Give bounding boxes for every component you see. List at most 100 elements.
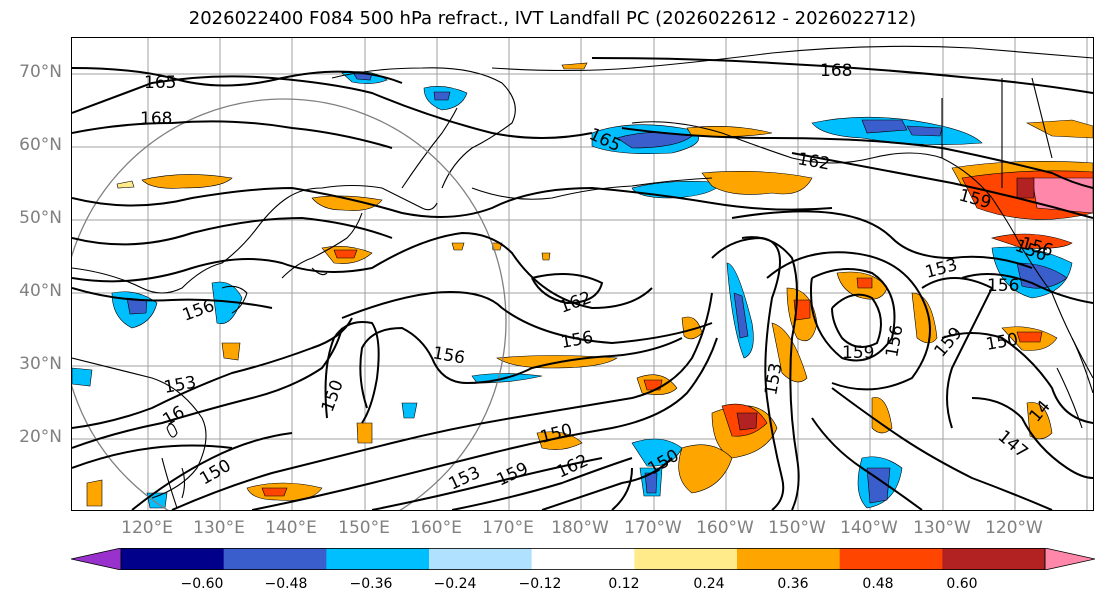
colorbar-segment: [223, 548, 327, 570]
contour-line: [941, 332, 1093, 424]
shade-orange-patch: [771, 322, 808, 383]
alaska-coast: [631, 121, 1093, 379]
contour-label: 168: [820, 61, 852, 81]
contour-line: [171, 292, 713, 510]
shade-orange-patch: [561, 62, 588, 70]
shade-orange-patch: [141, 174, 233, 189]
contour-line: [359, 326, 683, 409]
colorbar-segment: [942, 548, 1046, 570]
lon-label-180w: 180°W: [551, 518, 609, 538]
shade-orange-patch: [86, 479, 103, 507]
shade-yellow-patch: [116, 180, 135, 189]
shade-orange-patch: [911, 292, 938, 344]
map-canvas: 165 168 168 165 162 156 153 16 162 156 1…: [72, 38, 1093, 510]
shade-darkred-patch: [736, 412, 758, 431]
contour-line: [371, 457, 603, 510]
contour-label: 150: [318, 377, 348, 414]
colorbar-frame: [120, 548, 1046, 570]
lon-label-170w: 170°W: [624, 518, 682, 538]
arctic-coast: [491, 45, 1093, 72]
lat-label-70n: 70°N: [19, 62, 62, 82]
shade-darkblue-patch: [861, 119, 908, 134]
colorbar-tick-label: 0.60: [946, 576, 978, 592]
contour-label: 159: [494, 459, 532, 491]
asia-coast: [72, 184, 438, 294]
contour-line: [921, 277, 994, 429]
baja-coast: [1056, 337, 1093, 429]
contour-line: [621, 127, 1093, 189]
contour-label: 156: [987, 276, 1019, 296]
philippines-coast: [161, 457, 186, 509]
coastlines: [72, 45, 1093, 509]
colorbar-tick-label: 0.24: [693, 576, 725, 592]
contour-label: 162: [557, 288, 594, 318]
contour-line: [72, 444, 233, 469]
lon-label-120w: 120°W: [985, 518, 1043, 538]
contour-label: 16: [160, 402, 189, 430]
lon-label-160w: 160°W: [696, 518, 754, 538]
contour-line: [341, 291, 713, 345]
lon-label-150e: 150°E: [338, 518, 390, 538]
colorbar-extend-high: [1044, 548, 1095, 570]
contour-line: [72, 327, 343, 449]
shade-orange-patch: [1025, 119, 1093, 139]
contour-line: [72, 120, 393, 149]
contour-line: [541, 457, 673, 510]
contour-label: 162: [796, 149, 831, 174]
shade-orange-patch: [871, 397, 893, 434]
shade-darkblue-patch: [733, 292, 749, 339]
shade-darkred-patch: [1016, 177, 1035, 199]
shade-darkblue-patch: [866, 467, 891, 504]
colorbar-segment: [531, 548, 635, 570]
height-contours: [72, 57, 1093, 510]
lon-label-160e: 160°E: [410, 518, 462, 538]
colorbar-tick-label: −0.12: [518, 576, 562, 592]
lon-label-130e: 130°E: [193, 518, 245, 538]
contour-line: [611, 467, 633, 510]
colorbar-extend-low: [71, 548, 122, 570]
lon-label-120e: 120°E: [121, 518, 173, 538]
colorbar-tick-label: 0.12: [608, 576, 640, 592]
contour-line: [324, 321, 380, 424]
contour-label: 153: [162, 373, 197, 398]
colorbar-tick-label: −0.24: [433, 576, 477, 592]
contour-label: 168: [140, 109, 172, 129]
contour-line: [961, 273, 1093, 304]
contour-label: 153: [761, 361, 786, 396]
contour-line: [72, 67, 403, 87]
shade-darkblue-patch: [906, 125, 943, 137]
contour-line: [810, 268, 896, 362]
shade-orange-patch: [451, 242, 465, 251]
colorbar-tick-label: 0.48: [862, 576, 894, 592]
colorbar-tick-label: −0.36: [349, 576, 393, 592]
contour-label: 156: [559, 328, 594, 353]
contour-line: [831, 293, 882, 348]
shade-red-patch: [856, 277, 873, 289]
japan-coast: [281, 212, 363, 279]
china-coast: [72, 357, 207, 499]
shade-orange-patch: [701, 171, 813, 195]
contour-line: [741, 236, 800, 510]
lon-label-150w: 150°W: [768, 518, 826, 538]
shade-orange-patch: [678, 444, 733, 494]
siberia-coast: [331, 67, 516, 189]
shade-red-patch: [261, 487, 288, 497]
colorbar-segment: [429, 548, 533, 570]
shade-blue-patch: [72, 367, 93, 387]
contour-line: [72, 317, 353, 429]
lat-label-20n: 20°N: [19, 427, 62, 447]
contour-line: [131, 432, 293, 510]
colorbar-segment: [326, 548, 430, 570]
lat-label-40n: 40°N: [19, 281, 62, 301]
contour-label: 159: [842, 343, 874, 363]
contour-label: 150: [197, 456, 235, 490]
shade-red-patch: [1016, 331, 1043, 343]
contour-label: 165: [144, 73, 176, 93]
contour-line: [831, 387, 1053, 510]
shade-blue-patch: [211, 281, 243, 325]
lon-label-170e: 170°E: [482, 518, 534, 538]
lon-label-140w: 140°W: [840, 518, 898, 538]
shade-orange-patch: [356, 422, 373, 444]
anomaly-shading: [72, 62, 1093, 509]
colorbar-segments: [71, 548, 1095, 570]
